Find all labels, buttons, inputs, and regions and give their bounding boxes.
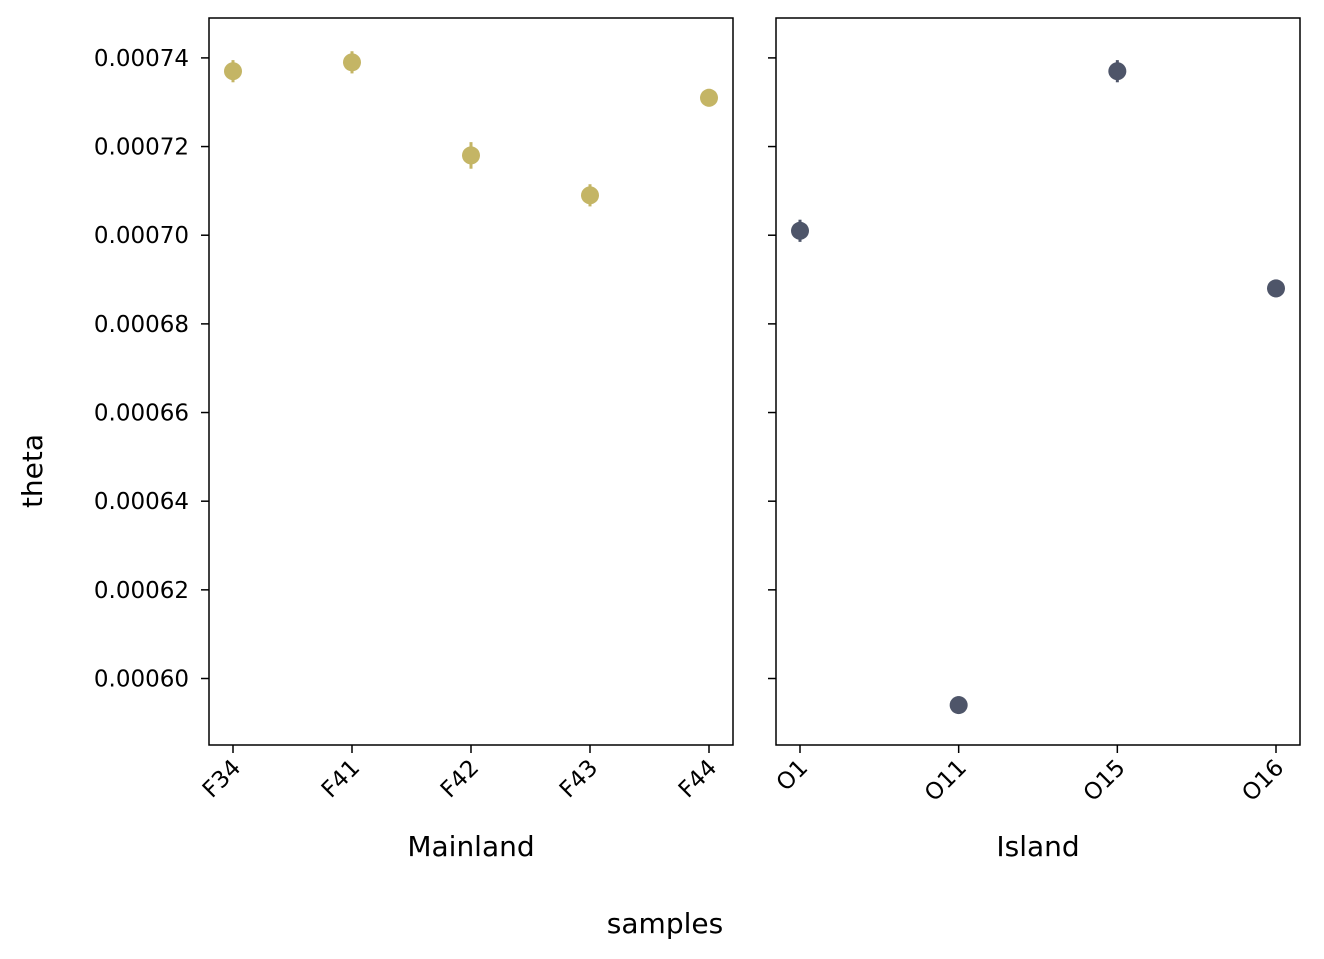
data-point-O15 bbox=[1108, 62, 1127, 81]
y-tick-label: 0.00072 bbox=[94, 135, 189, 161]
data-point-O16 bbox=[1267, 279, 1285, 298]
data-point-O1 bbox=[791, 221, 809, 240]
data-point-F41 bbox=[343, 53, 361, 72]
x-axis-label-mainland: Mainland bbox=[407, 830, 534, 863]
y-tick-label: 0.00066 bbox=[94, 401, 189, 427]
y-axis-label: theta bbox=[16, 434, 49, 508]
data-point-F34 bbox=[224, 62, 242, 81]
figure-x-label: samples bbox=[607, 907, 723, 940]
data-point-F43 bbox=[581, 186, 599, 205]
plot-frame-island bbox=[775, 17, 1301, 746]
data-point-F42 bbox=[462, 146, 480, 165]
y-tick-label: 0.00060 bbox=[94, 667, 189, 693]
y-tick-label: 0.00064 bbox=[94, 489, 189, 515]
y-tick-label: 0.00070 bbox=[94, 223, 189, 249]
x-axis-label-island: Island bbox=[996, 830, 1079, 863]
plot-frame-mainland bbox=[208, 17, 734, 746]
y-tick-label: 0.00062 bbox=[94, 578, 189, 604]
y-tick-label: 0.00074 bbox=[94, 46, 189, 72]
data-point-F44 bbox=[700, 88, 718, 107]
data-point-O11 bbox=[949, 696, 968, 715]
y-tick-label: 0.00068 bbox=[94, 312, 189, 338]
